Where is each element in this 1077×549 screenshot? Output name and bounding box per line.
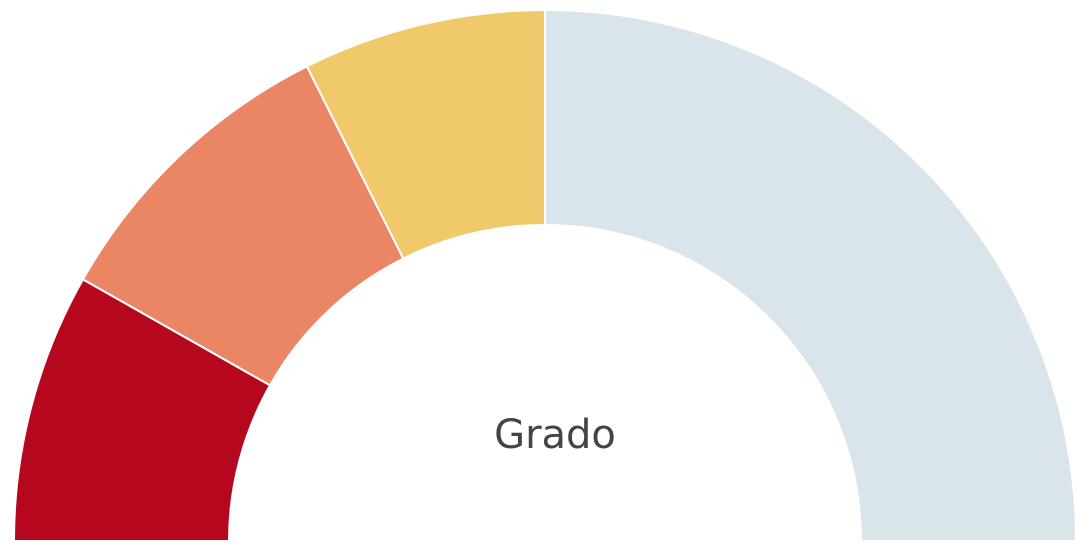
chart-title: Grado [494, 412, 616, 458]
segments [12, 8, 1077, 542]
donut-segment [544, 8, 1077, 542]
